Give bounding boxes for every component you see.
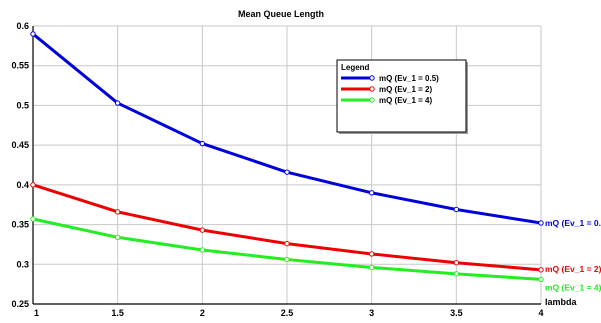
data-point xyxy=(30,182,36,188)
x-tick-label: 1 xyxy=(34,308,39,318)
y-tick-label: 0.6 xyxy=(16,21,29,31)
legend: Legend mQ (Ev_1 = 0.5) mQ (Ev_1 = 2) mQ (Ev… xyxy=(336,59,468,134)
data-point xyxy=(453,259,460,266)
series-end-label: mQ (Ev_1 = 4) xyxy=(545,282,601,292)
data-point xyxy=(453,206,460,213)
data-point xyxy=(538,220,544,226)
legend-entry-label: mQ (Ev_1 = 4) xyxy=(379,96,432,105)
y-tick-label: 0.45 xyxy=(11,140,29,150)
data-point xyxy=(199,247,206,253)
data-point xyxy=(538,267,544,273)
data-point xyxy=(284,256,290,263)
x-tick-label: 2.5 xyxy=(281,308,294,318)
data-point xyxy=(368,264,375,271)
x-tick-label: 2 xyxy=(200,308,205,318)
y-tick-label: 0.35 xyxy=(11,220,29,230)
data-point xyxy=(453,271,460,277)
data-point xyxy=(114,209,121,215)
legend-box xyxy=(336,59,467,133)
y-tick-label: 0.4 xyxy=(16,180,29,190)
series-end-label: mQ (Ev_1 = 0.5 xyxy=(545,218,601,228)
data-point xyxy=(284,240,290,247)
legend-entry-label: mQ (Ev_1 = 2) xyxy=(379,85,432,94)
end-labels: mQ (Ev_1 = 0.5 mQ (Ev_1 = 2) mQ (Ev_1 = 4) xyxy=(545,218,601,292)
chart-title: Mean Queue Length xyxy=(238,9,324,19)
y-tick-label: 0.3 xyxy=(16,259,29,269)
legend-entry-label: mQ (Ev_1 = 0.5) xyxy=(379,74,439,83)
data-point xyxy=(114,234,121,240)
axes: 1 1.5 2 2.5 3 3.5 4 0.25 0.3 0.35 0.4 0.45 0.5 0.55 0.… xyxy=(11,21,577,318)
series-end-label: mQ (Ev_1 = 2) xyxy=(545,264,601,274)
data-point xyxy=(368,190,375,196)
y-tick-label: 0.55 xyxy=(11,61,29,71)
x-axis-label: lambda xyxy=(545,297,578,307)
y-tick-label: 0.25 xyxy=(11,299,29,309)
data-point xyxy=(368,251,375,257)
y-tick-label: 0.5 xyxy=(16,100,29,110)
data-point xyxy=(199,227,206,233)
x-tick-label: 4 xyxy=(538,308,543,318)
data-point xyxy=(114,100,121,106)
data-point xyxy=(538,276,544,283)
legend-marker xyxy=(369,86,375,92)
data-point xyxy=(30,216,36,222)
x-tick-label: 3 xyxy=(369,308,374,318)
data-point xyxy=(284,169,290,175)
legend-title: Legend xyxy=(341,63,370,72)
data-point xyxy=(30,31,36,37)
legend-marker xyxy=(369,97,375,103)
series-group xyxy=(30,31,544,283)
legend-marker xyxy=(369,75,375,81)
x-tick-label: 1.5 xyxy=(111,308,124,318)
data-point xyxy=(199,140,206,147)
x-tick-label: 3.5 xyxy=(450,308,463,318)
